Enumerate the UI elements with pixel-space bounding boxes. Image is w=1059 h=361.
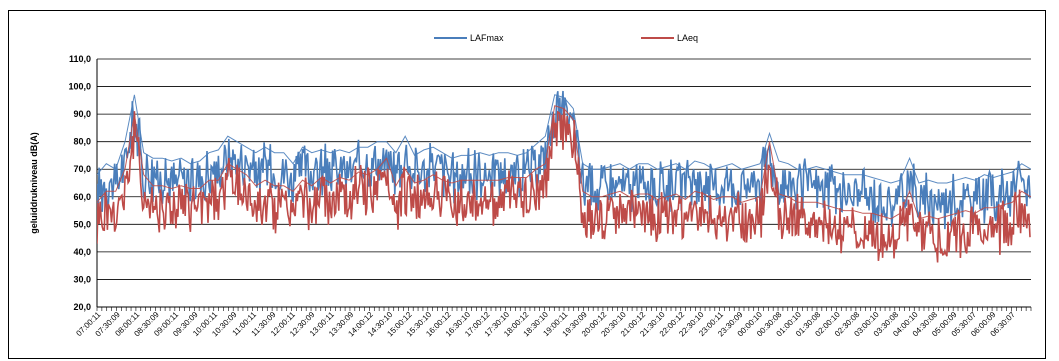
y-tick-label: 80,0 (73, 137, 91, 147)
series-line-laeq (97, 108, 1031, 263)
y-tick-label: 60,0 (73, 192, 91, 202)
legend-label-lafmax: LAFmax (470, 33, 504, 43)
y-tick-label: 90,0 (73, 109, 91, 119)
series-peaks-lafmax (97, 94, 1031, 184)
line-chart: 20,0 30,0 40,0 50,0 60,0 70,0 80,0 90,0 100,0 110… (29, 33, 1032, 338)
y-tick-label: 40,0 (73, 247, 91, 257)
series-peaks-laeq (97, 105, 1031, 220)
y-tick-label: 50,0 (73, 219, 91, 229)
y-tick-label: 30,0 (73, 274, 91, 284)
y-tick-label: 20,0 (73, 302, 91, 312)
y-axis-label: geluiddrukniveau dB(A) (29, 132, 39, 234)
y-tick-label: 70,0 (73, 164, 91, 174)
legend-label-laeq: LAeq (677, 33, 698, 43)
y-tick-label: 110,0 (69, 54, 91, 64)
chart-frame: 20,0 30,0 40,0 50,0 60,0 70,0 80,0 90,0 100,0 110… (8, 10, 1046, 359)
y-tick-label: 100,0 (68, 82, 91, 92)
